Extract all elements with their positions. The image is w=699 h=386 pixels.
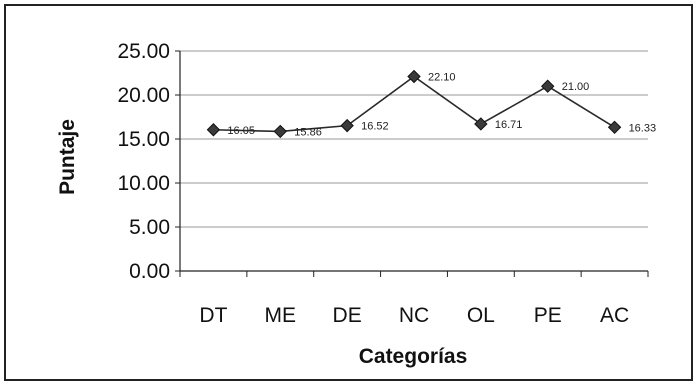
x-tick-label: NC bbox=[399, 304, 429, 327]
gridlines bbox=[180, 50, 648, 228]
data-label: 16.33 bbox=[629, 122, 657, 134]
y-tick-label: 5.00 bbox=[129, 216, 170, 239]
y-tick-label: 20.00 bbox=[117, 84, 170, 107]
series-line bbox=[213, 75, 615, 133]
x-tick-label: DE bbox=[333, 304, 362, 327]
data-labels: 16.05 15.86 16.52 22.10 16.71 21.00 16.33 bbox=[227, 72, 656, 139]
data-label: 16.05 bbox=[227, 125, 255, 137]
axes bbox=[175, 50, 649, 277]
data-label: 16.71 bbox=[495, 119, 523, 131]
x-tick-label: DT bbox=[199, 304, 227, 327]
data-label: 22.10 bbox=[428, 72, 456, 84]
data-label: 15.86 bbox=[294, 126, 322, 138]
data-point-marker bbox=[474, 117, 488, 131]
data-point-marker bbox=[541, 79, 555, 93]
data-points bbox=[206, 69, 622, 139]
data-point-marker bbox=[407, 69, 421, 84]
chart-frame bbox=[4, 4, 693, 381]
data-label: 16.52 bbox=[361, 121, 389, 133]
x-tick-label: ME bbox=[265, 304, 297, 327]
x-tick-label: AC bbox=[600, 304, 629, 327]
data-point-marker bbox=[607, 120, 622, 135]
data-point-marker bbox=[340, 118, 354, 133]
y-tick-label: 15.00 bbox=[117, 128, 170, 151]
x-tick-label: PE bbox=[534, 304, 562, 327]
y-tick-label: 0.00 bbox=[129, 260, 170, 283]
y-tick-label: 10.00 bbox=[117, 172, 170, 195]
y-tick-labels: 0.00 5.00 10.00 15.00 20.00 25.00 bbox=[117, 40, 170, 283]
x-axis-title: Categorías bbox=[359, 345, 468, 368]
data-point-marker bbox=[206, 123, 221, 137]
y-axis-title: Puntaje bbox=[56, 119, 79, 195]
x-tick-labels: DT ME DE NC OL PE AC bbox=[199, 304, 629, 327]
data-label: 21.00 bbox=[562, 81, 590, 93]
data-point-marker bbox=[273, 124, 287, 139]
x-tick-label: OL bbox=[467, 304, 495, 327]
y-tick-label: 25.00 bbox=[117, 40, 170, 63]
series-line-group bbox=[213, 75, 615, 133]
